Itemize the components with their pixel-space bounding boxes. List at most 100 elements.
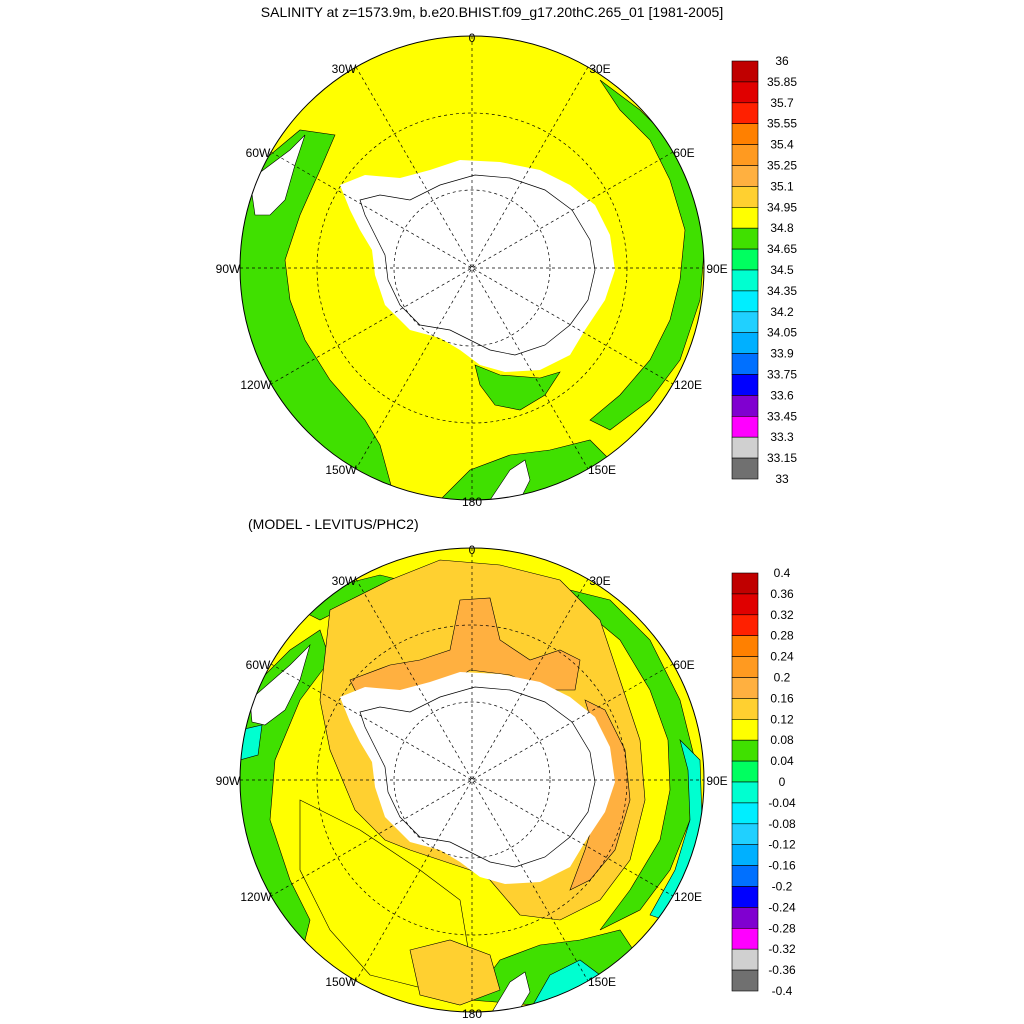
- top-lon-30w: 30W: [332, 62, 357, 76]
- bottom-colorbar-box: [731, 865, 759, 887]
- bottom-colorbar-label: -0.08: [768, 817, 796, 831]
- bottom-orange-south-patch: [409, 939, 501, 1006]
- bottom-antarctica-coast: [359, 686, 596, 868]
- top-colorbar-label: 33.9: [770, 347, 794, 361]
- top-map-border: [239, 35, 705, 501]
- top-lon-0: 0: [469, 31, 476, 45]
- top-colorbar-box: [731, 395, 759, 417]
- bottom-colorbar-box: [731, 802, 759, 825]
- bottom-colorbar-box: [731, 760, 759, 783]
- bottom-lon-150e: 150E: [588, 975, 616, 989]
- top-colorbar-box: [731, 457, 759, 480]
- top-colorbar-label: 35.4: [770, 138, 794, 152]
- top-colorbar-box: [731, 165, 759, 187]
- bottom-lon-90e: 90E: [706, 774, 727, 788]
- top-antarctica: [340, 160, 615, 372]
- bottom-colorbar-box: [731, 844, 759, 866]
- top-colorbar-label: 34.65: [767, 242, 797, 256]
- bottom-lon-120w: 120W: [240, 890, 272, 904]
- top-colorbar-box: [731, 269, 759, 292]
- bottom-colorbar-box: [731, 739, 759, 762]
- top-lon-90w: 90W: [216, 262, 241, 276]
- bottom-colorbar-box: [731, 572, 759, 595]
- bottom-colorbar-label: 0.12: [770, 712, 794, 726]
- bottom-lon-0: 0: [469, 543, 476, 557]
- bottom-colorbar-box: [731, 781, 759, 804]
- bottom-lon-150w: 150W: [325, 975, 357, 989]
- top-land-nz: [489, 459, 531, 500]
- bottom-colorbar-box: [731, 635, 759, 657]
- bottom-colorbar-label: 0.04: [770, 754, 794, 768]
- top-colorbar-box: [731, 60, 759, 83]
- bottom-colorbar-box: [731, 927, 759, 950]
- top-colorbar-box: [731, 123, 759, 145]
- top-colorbar-label: 35.85: [767, 75, 797, 89]
- top-colorbar-box: [731, 332, 759, 354]
- top-lon-150e: 150E: [588, 463, 616, 477]
- top-colorbar-box: [731, 374, 759, 396]
- bottom-colorbar-label: -0.28: [768, 921, 796, 935]
- top-colorbar-box: [731, 144, 759, 166]
- bottom-colorbar-label: 0.08: [770, 733, 794, 747]
- top-colorbar-label: 33.3: [770, 430, 794, 444]
- bottom-lon-180: 180: [462, 1007, 482, 1021]
- bottom-colorbar-box: [731, 948, 759, 971]
- top-lon-180: 180: [462, 495, 482, 509]
- top-colorbar-label: 35.25: [767, 159, 797, 173]
- top-lon-120w: 120W: [240, 378, 272, 392]
- bottom-colorbar-label: -0.04: [768, 796, 796, 810]
- top-colorbar: 36 35.85 35.7 35.55 35.4 35.25 35.1 34.95 34.8 34…: [731, 54, 797, 486]
- bottom-colorbar-label: -0.2: [772, 880, 793, 894]
- top-colorbar-label: 34.05: [767, 326, 797, 340]
- top-colorbar-box: [731, 311, 759, 333]
- top-title: SALINITY at z=1573.9m, b.e20.BHIST.f09_g…: [261, 4, 723, 20]
- bottom-colorbar: 0.4 0.36 0.32 0.28 0.24 0.2 0.16 0.12 0.08 0.04 0 -…: [731, 566, 796, 998]
- bottom-green-east: [569, 589, 696, 931]
- bottom-colorbar-box: [731, 614, 759, 636]
- top-colorbar-label: 33.15: [767, 451, 797, 465]
- top-colorbar-label: 35.1: [770, 179, 794, 193]
- bottom-colorbar-label: -0.12: [768, 838, 796, 852]
- top-colorbar-label: 35.7: [770, 96, 794, 110]
- bottom-land-south-america: [249, 643, 311, 726]
- top-land-south-america: [249, 134, 306, 216]
- bottom-colorbar-box: [731, 698, 759, 720]
- bottom-colorbar-label: 0.4: [774, 566, 791, 580]
- top-lon-150w: 150W: [325, 463, 357, 477]
- top-colorbar-box: [731, 186, 759, 208]
- bottom-colorbar-label: -0.16: [768, 859, 796, 873]
- bottom-colorbar-label: 0.2: [774, 671, 791, 685]
- bottom-colorbar-box: [731, 677, 759, 699]
- bottom-title: (MODEL - LEVITUS/PHC2): [248, 516, 419, 532]
- top-colorbar-box: [731, 207, 759, 229]
- top-colorbar-label: 34.8: [770, 221, 794, 235]
- top-colorbar-label: 34.95: [767, 200, 797, 214]
- top-lon-60e: 60E: [673, 146, 694, 160]
- top-colorbar-box: [731, 81, 759, 104]
- bottom-colorbar-label: -0.4: [772, 984, 793, 998]
- bottom-colorbar-box: [731, 593, 759, 616]
- top-colorbar-box: [731, 248, 759, 271]
- bottom-lon-60w: 60W: [246, 658, 271, 672]
- bottom-graticule: [240, 548, 704, 1012]
- bottom-colorbar-label: -0.32: [768, 942, 796, 956]
- bottom-colorbar-box: [731, 969, 759, 992]
- top-lon-30e: 30E: [589, 62, 610, 76]
- bottom-lon-60e: 60E: [673, 658, 694, 672]
- top-colorbar-label: 33.45: [767, 409, 797, 423]
- top-colorbar-label: 34.2: [770, 305, 794, 319]
- top-colorbar-label: 34.5: [770, 263, 794, 277]
- top-graticule: [240, 36, 704, 500]
- top-colorbar-label: 35.55: [767, 117, 797, 131]
- top-colorbar-label: 33: [775, 472, 789, 486]
- top-colorbar-label: 33.75: [767, 368, 797, 382]
- top-lon-120e: 120E: [674, 378, 702, 392]
- bottom-colorbar-label: 0.32: [770, 608, 794, 622]
- bottom-lon-30e: 30E: [589, 574, 610, 588]
- bottom-colorbar-label: -0.36: [768, 963, 796, 977]
- top-antarctica-coast: [359, 174, 596, 356]
- top-colorbar-box: [731, 353, 759, 375]
- bottom-colorbar-label: -0.24: [768, 900, 796, 914]
- top-colorbar-label: 36: [775, 54, 789, 68]
